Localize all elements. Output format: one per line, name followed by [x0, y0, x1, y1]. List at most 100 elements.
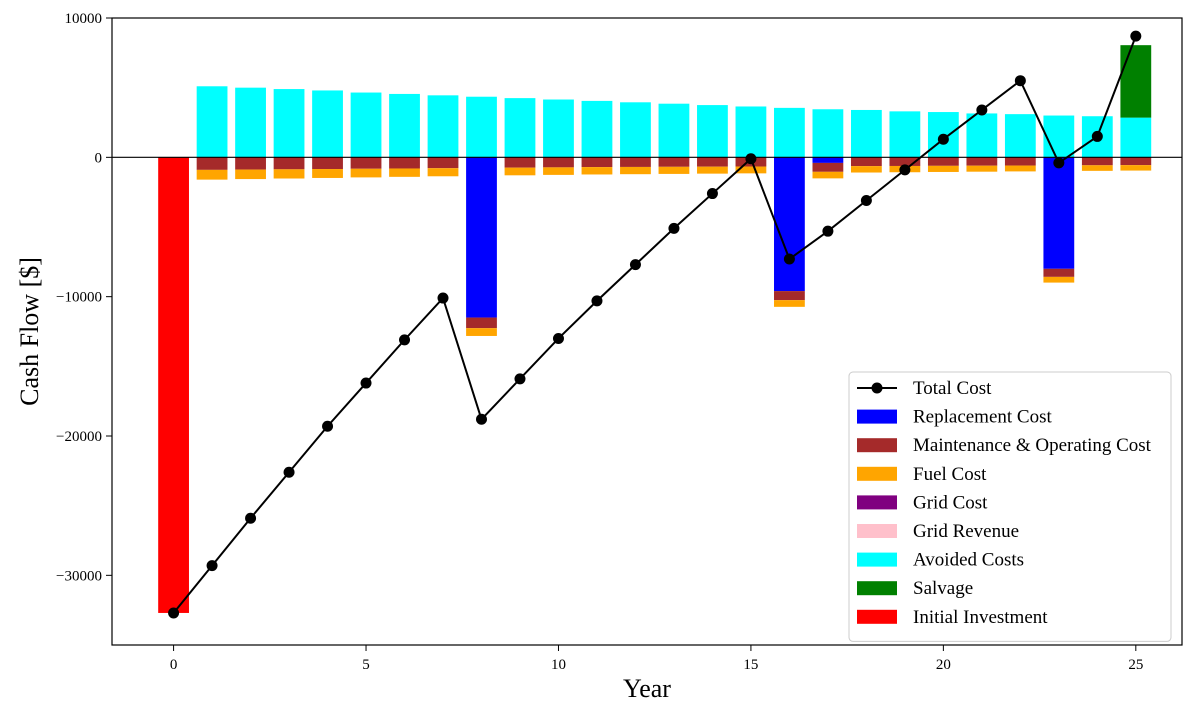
total-cost-point-year-8 — [475, 413, 487, 425]
bar-avoided-year-19 — [889, 111, 921, 158]
total-cost-point-year-10 — [552, 332, 564, 344]
bar-maintenance-year-9 — [504, 157, 536, 168]
bar-fuel-year-12 — [620, 166, 651, 175]
y-tick-label-10000: 10000 — [65, 11, 103, 27]
bar-fuel-year-17 — [812, 171, 844, 179]
bar-fuel-year-1 — [196, 169, 228, 180]
total-cost-point-year-15 — [745, 153, 757, 165]
total-cost-point-year-0 — [168, 607, 180, 619]
bar-maintenance-year-8 — [466, 317, 497, 329]
bar-fuel-year-10 — [543, 167, 574, 175]
bar-maintenance-year-1 — [196, 157, 228, 170]
legend-label-maintenance: Maintenance & Operating Cost — [913, 435, 1152, 456]
total-cost-point-year-14 — [706, 188, 718, 200]
bar-fuel-year-25 — [1120, 165, 1152, 171]
bar-replacement-year-23 — [1043, 157, 1075, 269]
legend-swatch-salvage — [857, 581, 897, 596]
legend-label-initial: Initial Investment — [913, 607, 1048, 628]
legend-swatch-maintenance — [857, 438, 897, 453]
total-cost-point-year-19 — [899, 164, 911, 176]
bar-initial-year-0 — [158, 157, 189, 613]
bar-maintenance-year-11 — [581, 157, 613, 168]
bar-fuel-year-8 — [466, 328, 497, 336]
bar-maintenance-year-5 — [350, 157, 382, 169]
bar-replacement-year-8 — [466, 157, 497, 318]
total-cost-point-year-13 — [668, 222, 680, 234]
legend-swatch-fuel — [857, 466, 897, 481]
y-tick-label-0: 0 — [95, 150, 103, 166]
bar-fuel-year-11 — [581, 167, 613, 175]
bar-fuel-year-13 — [658, 166, 690, 174]
total-cost-point-year-5 — [360, 377, 372, 389]
bar-fuel-year-20 — [927, 165, 959, 172]
bar-avoided-year-10 — [543, 99, 574, 158]
bar-avoided-year-23 — [1043, 115, 1075, 158]
bar-fuel-year-5 — [350, 168, 382, 178]
bar-avoided-year-14 — [697, 105, 728, 158]
bar-fuel-year-2 — [235, 169, 266, 180]
bar-fuel-year-22 — [1004, 165, 1036, 172]
legend-swatch-replacement — [857, 409, 897, 424]
x-tick-label-5: 5 — [362, 657, 370, 673]
bar-maintenance-year-14 — [697, 157, 728, 167]
legend-swatch-grid_revenue — [857, 524, 897, 538]
y-tick-label--20000: −20000 — [56, 429, 102, 445]
bar-replacement-year-16 — [774, 157, 805, 292]
total-cost-line-layer — [168, 30, 1142, 619]
bar-avoided-year-18 — [850, 109, 882, 158]
bar-avoided-year-6 — [389, 93, 420, 158]
legend-swatch-grid_cost — [857, 495, 897, 510]
bar-maintenance-year-7 — [427, 157, 459, 169]
bar-avoided-year-5 — [350, 92, 382, 158]
bar-fuel-year-24 — [1081, 165, 1113, 171]
total-cost-point-year-3 — [283, 466, 295, 478]
bar-maintenance-year-17 — [812, 162, 844, 172]
total-cost-point-year-9 — [514, 373, 526, 385]
bar-avoided-year-7 — [427, 95, 459, 158]
legend-label-replacement: Replacement Cost — [913, 407, 1052, 428]
bar-maintenance-year-20 — [927, 157, 959, 166]
legend-swatch-initial — [857, 609, 897, 624]
total-cost-point-year-7 — [437, 292, 449, 304]
total-cost-point-year-4 — [322, 420, 334, 432]
bar-fuel-year-18 — [850, 166, 882, 173]
x-tick-label-15: 15 — [743, 657, 758, 673]
total-cost-point-year-25 — [1130, 30, 1142, 42]
x-tick-label-25: 25 — [1128, 657, 1143, 673]
bar-maintenance-year-19 — [889, 157, 921, 166]
bar-avoided-year-11 — [581, 100, 613, 158]
bar-fuel-year-21 — [966, 165, 998, 172]
x-axis-label: Year — [623, 674, 671, 703]
total-cost-point-year-22 — [1014, 75, 1026, 87]
total-cost-point-year-21 — [976, 104, 988, 116]
total-cost-point-year-24 — [1091, 130, 1103, 142]
bar-avoided-year-1 — [196, 86, 228, 158]
total-cost-point-year-20 — [937, 133, 949, 145]
y-tick-label--30000: −30000 — [56, 568, 102, 584]
bar-maintenance-year-4 — [312, 157, 343, 170]
bar-avoided-year-9 — [504, 98, 536, 158]
total-cost-point-year-18 — [860, 195, 872, 207]
bar-fuel-year-14 — [697, 166, 728, 174]
bar-maintenance-year-12 — [620, 157, 651, 167]
legend-label-fuel: Fuel Cost — [913, 464, 987, 485]
bar-maintenance-year-18 — [850, 157, 882, 167]
bar-avoided-year-4 — [312, 90, 343, 158]
x-tick-label-20: 20 — [936, 657, 951, 673]
bar-fuel-year-16 — [774, 300, 805, 307]
bar-replacement-year-17 — [812, 157, 844, 163]
x-tick-label-0: 0 — [170, 657, 178, 673]
bar-maintenance-year-21 — [966, 157, 998, 166]
y-tick-label--10000: −10000 — [56, 290, 102, 306]
bar-avoided-year-12 — [620, 102, 651, 158]
bar-fuel-year-4 — [312, 169, 343, 178]
bar-avoided-year-16 — [774, 107, 805, 158]
legend-label-total_line: Total Cost — [913, 378, 992, 399]
bar-avoided-year-25 — [1120, 117, 1152, 158]
bar-avoided-year-8 — [466, 96, 497, 158]
bar-avoided-year-21 — [966, 113, 998, 158]
bar-fuel-year-9 — [504, 167, 536, 176]
legend-swatch-avoided — [857, 552, 897, 567]
bar-fuel-year-6 — [389, 168, 420, 177]
